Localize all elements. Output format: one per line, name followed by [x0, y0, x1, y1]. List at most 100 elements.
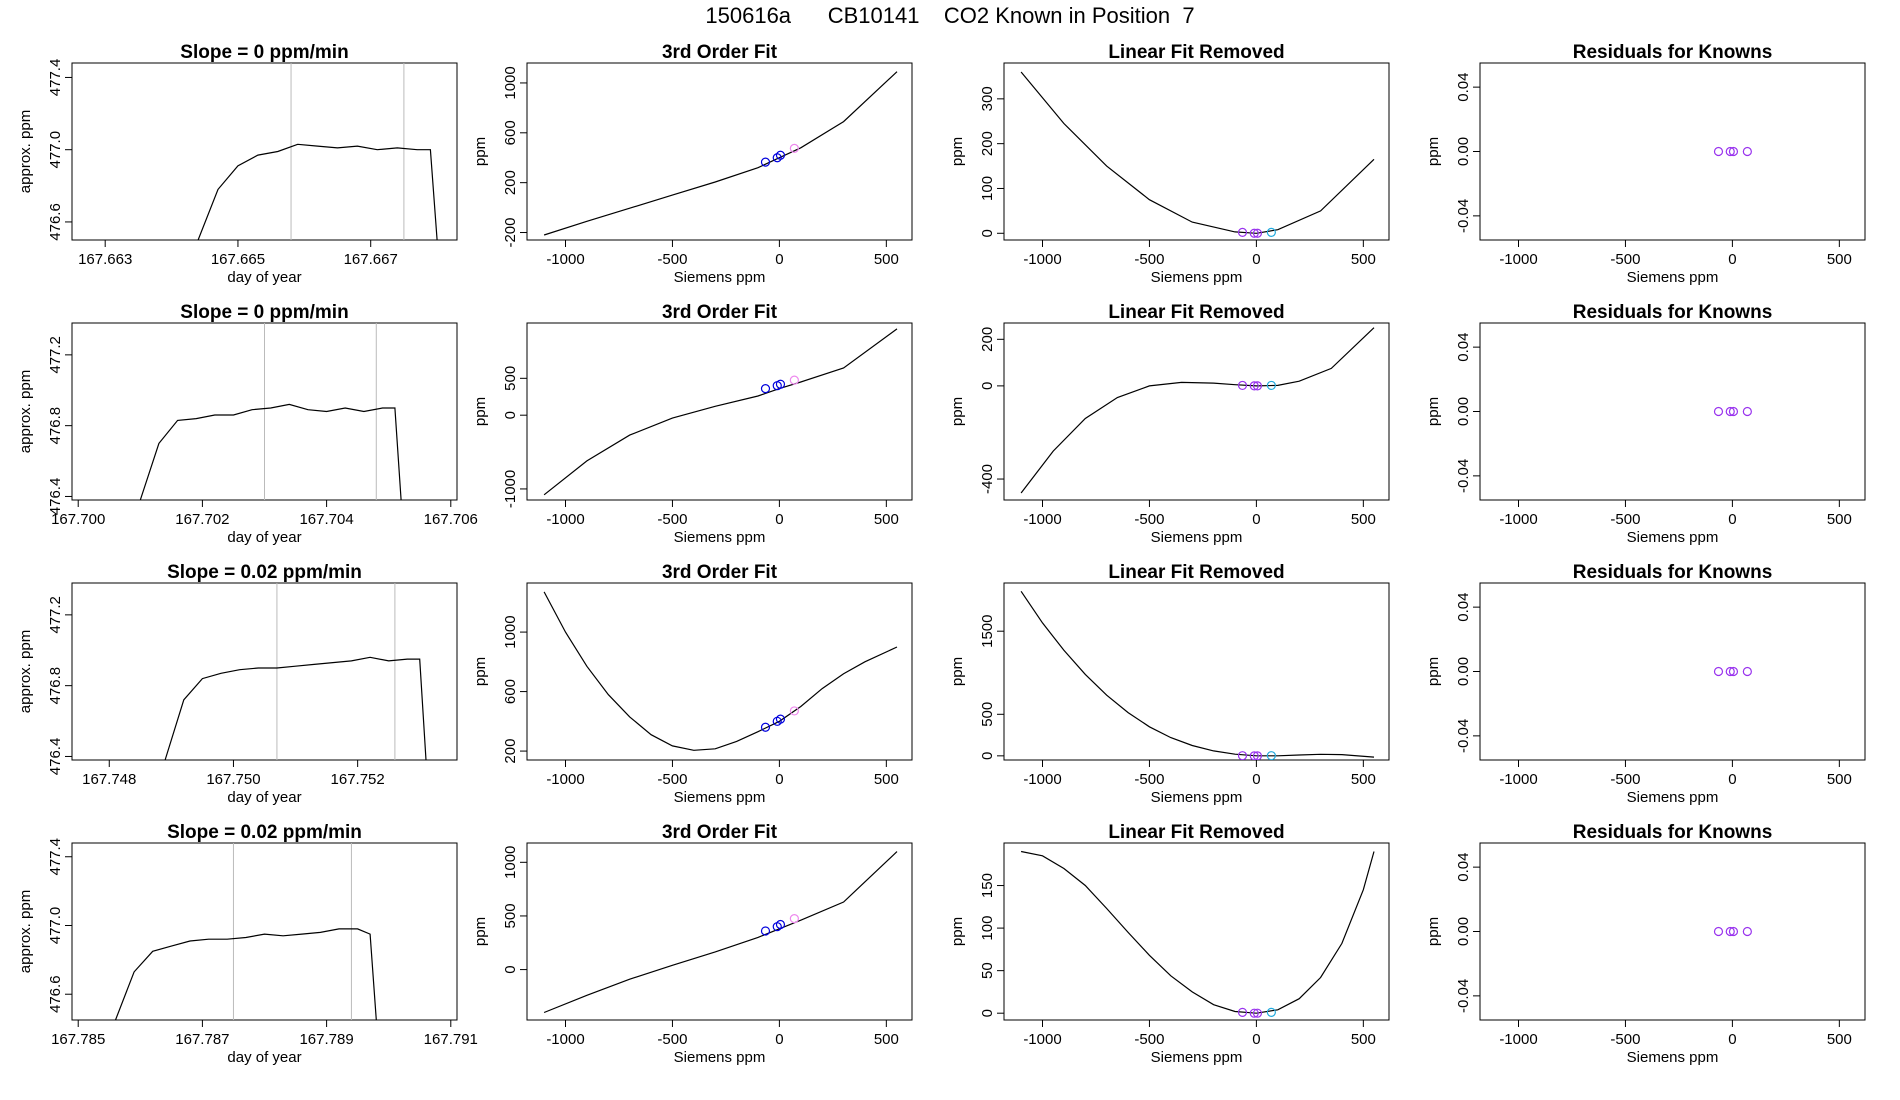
- x-tick-label: 0: [1252, 251, 1260, 268]
- y-tick-label: 477.4: [47, 59, 64, 97]
- x-tick-label: -500: [1134, 511, 1164, 528]
- x-tick-label: 500: [1351, 771, 1376, 788]
- plot-frame: [526, 322, 913, 501]
- y-tick-label: 0: [979, 229, 996, 237]
- x-tick-label: -500: [1134, 251, 1164, 268]
- data-point: [789, 375, 799, 385]
- x-tick-label: -1000: [1499, 511, 1537, 528]
- x-axis-label: Siemens ppm: [1627, 269, 1719, 286]
- x-tick-label: -1000: [1499, 771, 1537, 788]
- x-tick-label: 0: [775, 1031, 783, 1048]
- x-tick-label: 167.785: [51, 1031, 105, 1048]
- plot-area: [1713, 146, 1752, 157]
- y-tick-label: -0.04: [1455, 199, 1472, 233]
- y-tick-label: -200: [502, 218, 519, 248]
- data-point: [1725, 146, 1735, 157]
- series-line: [543, 71, 898, 236]
- y-tick-label: 150: [979, 873, 996, 898]
- x-axis-label: Siemens ppm: [1151, 1049, 1243, 1066]
- series-line: [1020, 327, 1375, 494]
- x-tick-label: 500: [1827, 1031, 1852, 1048]
- x-tick-label: -500: [657, 251, 687, 268]
- y-tick-label: 476.6: [47, 203, 64, 241]
- y-tick-label: 1000: [502, 615, 519, 648]
- y-tick-label: 50: [979, 962, 996, 979]
- data-point: [789, 143, 799, 153]
- y-tick-label: 200: [979, 131, 996, 156]
- data-point: [1249, 228, 1259, 238]
- x-tick-label: 500: [1351, 511, 1376, 528]
- x-tick-label: 0: [775, 251, 783, 268]
- data-point: [760, 384, 771, 394]
- panel-r3-c4: -1000 -500 0 500 -0.04 0.00 0.04 Residuals for …: [1425, 562, 1866, 806]
- x-axis-label: Siemens ppm: [1627, 789, 1719, 806]
- x-tick-label: 167.791: [424, 1031, 478, 1048]
- panel-title: 3rd Order Fit: [662, 822, 778, 843]
- panel-r3-c3: -1000 -500 0 500 0 500 1500 Linear Fit Removed S…: [949, 562, 1390, 806]
- x-tick-label: 500: [874, 251, 899, 268]
- x-tick-label: -1000: [546, 771, 584, 788]
- data-point: [1725, 666, 1735, 677]
- panel-title: Residuals for Knowns: [1573, 302, 1773, 323]
- plot-frame: [1003, 842, 1390, 1021]
- x-tick-label: 167.789: [299, 1031, 353, 1048]
- y-tick-label: -1000: [502, 470, 519, 508]
- y-tick-label: 200: [502, 170, 519, 195]
- data-point: [1713, 926, 1724, 937]
- x-axis-label: Siemens ppm: [674, 1049, 766, 1066]
- y-axis-label: ppm: [472, 657, 489, 686]
- y-tick-label: -400: [979, 464, 996, 494]
- x-axis-label: Siemens ppm: [1627, 529, 1719, 546]
- x-tick-label: -500: [657, 1031, 687, 1048]
- y-tick-label: 476.6: [47, 975, 64, 1013]
- y-tick-label: 200: [502, 739, 519, 764]
- y-tick-label: 0: [979, 1009, 996, 1017]
- data-point: [789, 914, 799, 924]
- plot-area: [1020, 850, 1375, 1018]
- panel-r2-c3: -1000 -500 0 500 -400 0 200 Linear Fit Removed S…: [949, 302, 1390, 546]
- y-tick-label: 476.4: [47, 478, 64, 516]
- y-tick-label: 0.00: [1455, 657, 1472, 686]
- y-tick-label: 500: [979, 702, 996, 727]
- x-tick-label: 167.748: [82, 771, 136, 788]
- data-point: [760, 157, 771, 167]
- x-tick-label: 167.665: [211, 251, 265, 268]
- panel-title: 3rd Order Fit: [662, 302, 778, 323]
- data-point: [1713, 666, 1724, 677]
- y-tick-label: 0.04: [1455, 73, 1472, 102]
- x-axis-label: Siemens ppm: [674, 789, 766, 806]
- x-tick-label: 0: [1252, 1031, 1260, 1048]
- panel-r2-c1: 167.700 167.702 167.704 167.706 476.4 476.8 47…: [17, 302, 478, 546]
- data-point: [760, 722, 771, 732]
- data-point: [1728, 926, 1739, 937]
- plot-frame: [526, 582, 913, 761]
- y-tick-label: 476.4: [47, 738, 64, 776]
- data-point: [1249, 751, 1259, 760]
- y-axis-label: ppm: [472, 917, 489, 946]
- panel-r1-c3: -1000 -500 0 500 0 100 200 300 Linear Fit Remove…: [949, 42, 1390, 286]
- y-tick-label: 0.00: [1455, 137, 1472, 166]
- x-tick-label: 0: [1728, 771, 1736, 788]
- y-tick-label: 1000: [502, 846, 519, 879]
- data-point: [1252, 228, 1263, 238]
- plot-frame: [71, 62, 458, 241]
- plot-area: [1020, 590, 1375, 760]
- y-tick-label: 477.2: [47, 336, 64, 374]
- x-tick-label: 0: [1252, 511, 1260, 528]
- data-point: [775, 919, 786, 930]
- panel-title: Slope = 0 ppm/min: [180, 42, 348, 63]
- data-point: [789, 706, 799, 716]
- y-tick-label: 477.0: [47, 131, 64, 169]
- plot-frame: [1003, 322, 1390, 501]
- x-tick-label: -1000: [1499, 1031, 1537, 1048]
- plot-frame: [1003, 582, 1390, 761]
- panel-title: Linear Fit Removed: [1108, 42, 1284, 63]
- series-line: [543, 328, 898, 496]
- x-tick-label: -500: [1610, 1031, 1640, 1048]
- x-tick-label: 0: [1728, 1031, 1736, 1048]
- y-tick-label: 500: [502, 903, 519, 928]
- y-axis-label: ppm: [472, 397, 489, 426]
- series-line: [1020, 850, 1375, 1014]
- y-tick-label: 1000: [502, 66, 519, 99]
- panel-title: 3rd Order Fit: [662, 562, 778, 583]
